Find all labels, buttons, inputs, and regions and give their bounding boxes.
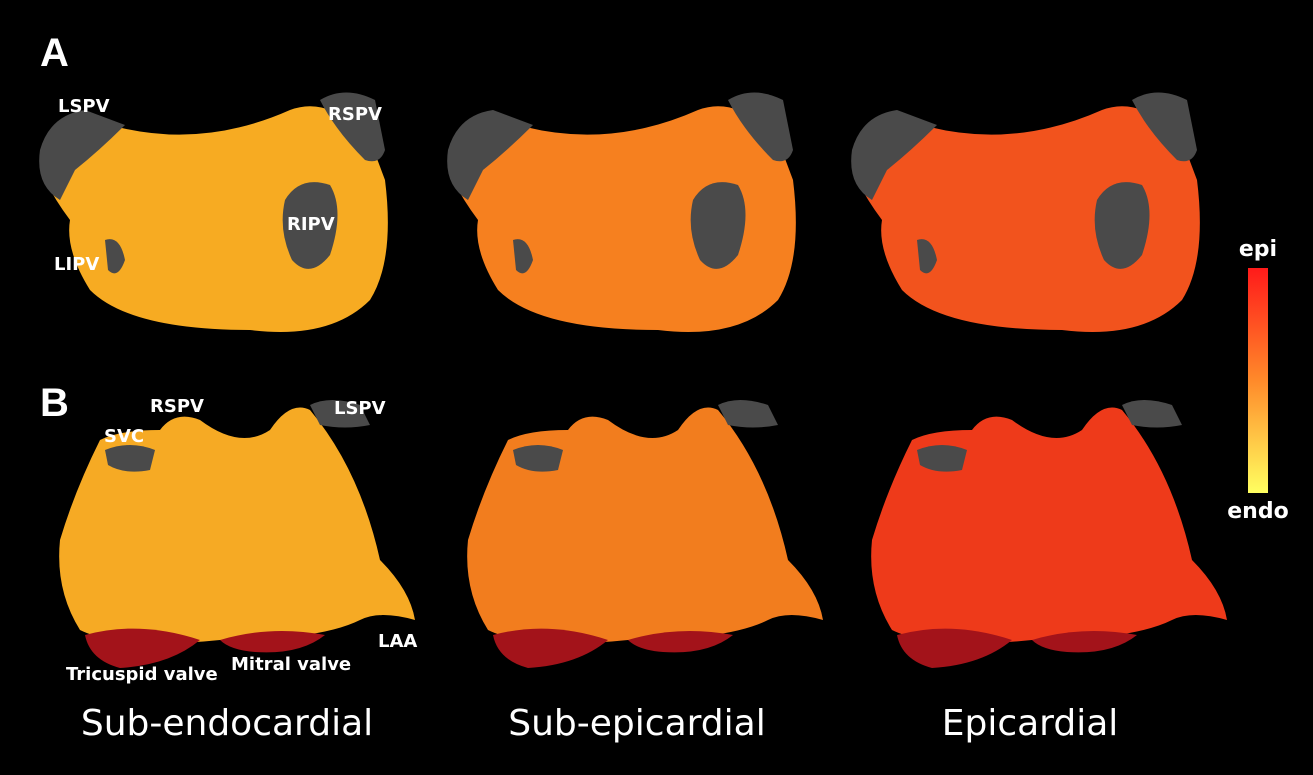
column-label: Sub-epicardial xyxy=(508,703,765,744)
colorbar xyxy=(1248,268,1268,493)
annotation: RIPV xyxy=(287,214,335,235)
annotation: RSPV xyxy=(328,104,382,125)
annotation: LSPV xyxy=(58,96,110,117)
colorbar-bottom-label: endo xyxy=(1227,499,1288,524)
annotation: LIPV xyxy=(54,254,99,275)
annotation: Mitral valve xyxy=(231,654,351,675)
annotation: LSPV xyxy=(334,398,386,419)
panel-label: A xyxy=(40,31,69,75)
panel-label: B xyxy=(40,381,69,425)
annotation: RSPV xyxy=(150,396,204,417)
annotation: Tricuspid valve xyxy=(66,664,218,685)
column-label: Epicardial xyxy=(942,703,1119,744)
annotation: LAA xyxy=(378,631,417,652)
colorbar-top-label: epi xyxy=(1239,237,1277,262)
column-label: Sub-endocardial xyxy=(81,703,373,744)
annotation: SVC xyxy=(104,426,144,447)
figure: A LSPV RSPV RIPV LIPV B RSPV LSPV SVC Tr… xyxy=(0,0,1313,775)
